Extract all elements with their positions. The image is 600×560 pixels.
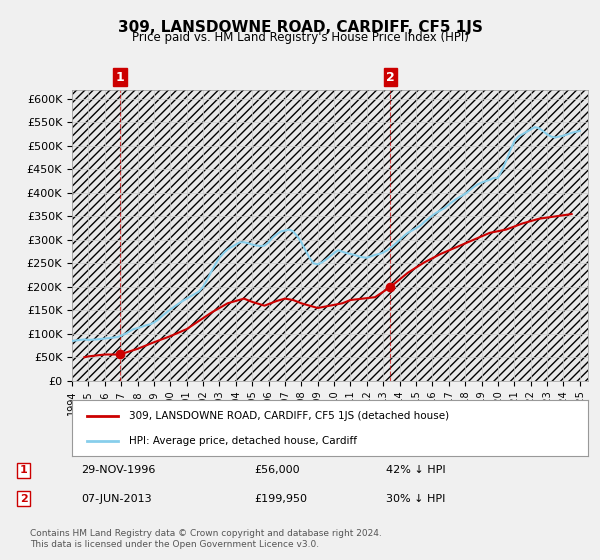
Text: HPI: Average price, detached house, Cardiff: HPI: Average price, detached house, Card…	[129, 436, 357, 446]
Text: 1: 1	[20, 465, 28, 475]
Text: 309, LANSDOWNE ROAD, CARDIFF, CF5 1JS: 309, LANSDOWNE ROAD, CARDIFF, CF5 1JS	[118, 20, 482, 35]
Text: Price paid vs. HM Land Registry's House Price Index (HPI): Price paid vs. HM Land Registry's House …	[131, 31, 469, 44]
Text: 30% ↓ HPI: 30% ↓ HPI	[386, 493, 446, 503]
Text: £199,950: £199,950	[254, 493, 307, 503]
Text: 2: 2	[386, 71, 395, 84]
Text: Contains HM Land Registry data © Crown copyright and database right 2024.
This d: Contains HM Land Registry data © Crown c…	[30, 529, 382, 549]
Text: 309, LANSDOWNE ROAD, CARDIFF, CF5 1JS (detached house): 309, LANSDOWNE ROAD, CARDIFF, CF5 1JS (d…	[129, 411, 449, 421]
Text: 1: 1	[115, 71, 124, 84]
Text: £56,000: £56,000	[254, 465, 299, 475]
Text: 42% ↓ HPI: 42% ↓ HPI	[386, 465, 446, 475]
Text: 07-JUN-2013: 07-JUN-2013	[81, 493, 152, 503]
Text: 2: 2	[20, 493, 28, 503]
Text: 29-NOV-1996: 29-NOV-1996	[81, 465, 155, 475]
